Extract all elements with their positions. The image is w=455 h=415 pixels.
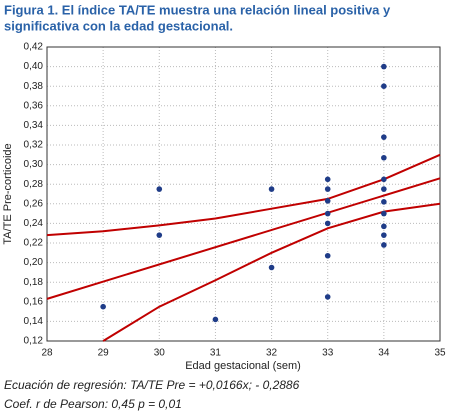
point [381, 63, 387, 70]
point [324, 176, 331, 183]
point [381, 242, 387, 248]
point [324, 220, 331, 227]
y-tick-label: 0,24 [24, 218, 44, 229]
y-tick-label: 0,40 [24, 61, 44, 72]
y-tick-label: 0,28 [24, 179, 44, 190]
y-tick-label: 0,22 [24, 238, 44, 249]
point [100, 303, 106, 310]
x-tick-label: 29 [98, 348, 110, 359]
chart-subtitle: significativa con la edad gestacional. [4, 18, 233, 33]
y-tick-label: 0,30 [24, 159, 44, 170]
x-tick-label: 32 [266, 348, 278, 359]
point [156, 232, 163, 238]
y-tick-label: 0,26 [24, 198, 44, 209]
y-tick-label: 0,16 [24, 296, 44, 307]
x-tick-label: 33 [322, 348, 334, 359]
plot-frame [46, 46, 441, 342]
point [324, 252, 331, 259]
point [268, 264, 275, 271]
x-tick-label: 30 [154, 348, 166, 359]
y-tick-label: 0,20 [24, 257, 44, 268]
y-tick-label: 0,32 [24, 140, 44, 151]
point [381, 232, 387, 238]
point [381, 154, 387, 161]
y-tick-label: 0,38 [24, 81, 44, 92]
point [268, 186, 275, 192]
x-tick-label: 35 [434, 348, 446, 359]
point [381, 83, 387, 89]
point [381, 210, 387, 217]
y-tick-label: 0,34 [24, 120, 44, 131]
point [212, 316, 219, 323]
x-tick-label: 34 [378, 348, 390, 359]
fit-line [46, 153, 441, 237]
y-tick-label: 0,12 [24, 336, 44, 347]
y-axis-label: TA/TE Pre-corticoide [2, 143, 14, 244]
point [324, 198, 331, 204]
x-tick-label: 31 [210, 348, 222, 359]
y-tick-label: 0,36 [24, 100, 44, 111]
annotation: Ecuación de regresión: TA/TE Pre = +0,01… [4, 378, 300, 392]
point [381, 134, 387, 140]
point [324, 186, 331, 192]
x-tick-label: 28 [41, 348, 53, 359]
point [156, 186, 163, 192]
x-axis-label: Edad gestacional (sem) [185, 360, 301, 372]
annotation: Coef. r de Pearson: 0,45 p = 0,01 [4, 397, 182, 411]
point [324, 210, 331, 217]
y-tick-label: 0,14 [24, 316, 44, 327]
y-tick-label: 0,18 [24, 277, 44, 288]
chart-title: Figura 1. El índice TA/TE muestra una re… [4, 2, 391, 17]
point [381, 199, 387, 205]
y-tick-label: 0,42 [24, 42, 44, 53]
point [324, 294, 331, 300]
fit-line [46, 177, 441, 300]
point [381, 176, 387, 183]
point [381, 186, 387, 192]
point [381, 223, 387, 230]
